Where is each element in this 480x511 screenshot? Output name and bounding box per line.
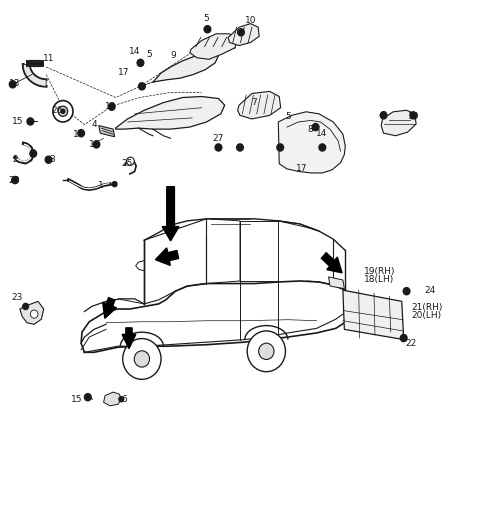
Text: 5: 5 xyxy=(381,111,386,120)
Polygon shape xyxy=(20,301,44,324)
Text: 4: 4 xyxy=(92,120,97,129)
Circle shape xyxy=(119,397,124,402)
Text: 22: 22 xyxy=(405,339,416,347)
Text: 3: 3 xyxy=(29,149,35,158)
Circle shape xyxy=(400,335,407,342)
FancyArrow shape xyxy=(162,187,179,241)
FancyArrow shape xyxy=(103,297,117,318)
Text: 16: 16 xyxy=(89,140,100,149)
Polygon shape xyxy=(278,112,345,173)
Text: 14: 14 xyxy=(129,47,140,56)
Circle shape xyxy=(312,124,319,131)
Text: 24: 24 xyxy=(425,286,436,295)
Polygon shape xyxy=(328,277,344,289)
Circle shape xyxy=(204,26,211,33)
Text: 18(LH): 18(LH) xyxy=(364,275,395,285)
FancyArrow shape xyxy=(322,252,342,273)
Circle shape xyxy=(108,103,115,110)
Text: 10: 10 xyxy=(408,112,419,122)
Circle shape xyxy=(277,144,284,151)
Polygon shape xyxy=(238,91,281,119)
Text: 21(RH): 21(RH) xyxy=(411,303,443,312)
Text: 10: 10 xyxy=(245,15,256,25)
Text: 14: 14 xyxy=(316,129,327,137)
Text: 20(LH): 20(LH) xyxy=(411,311,442,320)
Polygon shape xyxy=(190,34,236,59)
Text: 7: 7 xyxy=(252,98,257,107)
Polygon shape xyxy=(228,24,259,45)
Circle shape xyxy=(410,112,417,119)
FancyArrow shape xyxy=(156,248,179,265)
Circle shape xyxy=(403,288,410,295)
Circle shape xyxy=(123,339,161,379)
Text: 15: 15 xyxy=(12,117,24,126)
Circle shape xyxy=(380,112,387,119)
Text: 5: 5 xyxy=(204,14,209,23)
Text: 25: 25 xyxy=(122,159,133,168)
Circle shape xyxy=(45,156,52,163)
Polygon shape xyxy=(23,64,46,86)
Text: 13: 13 xyxy=(9,79,21,88)
Text: 17: 17 xyxy=(72,130,84,139)
Text: 2: 2 xyxy=(12,155,18,164)
Text: 28: 28 xyxy=(9,176,20,184)
Circle shape xyxy=(215,144,222,151)
Circle shape xyxy=(84,393,91,401)
Text: 17: 17 xyxy=(296,165,307,173)
Text: 3: 3 xyxy=(49,155,55,164)
Circle shape xyxy=(137,59,144,66)
Circle shape xyxy=(30,150,36,157)
Polygon shape xyxy=(381,110,416,136)
Text: 1: 1 xyxy=(98,181,104,190)
Circle shape xyxy=(78,130,84,137)
Circle shape xyxy=(93,141,100,148)
Circle shape xyxy=(61,109,65,113)
Circle shape xyxy=(238,29,244,36)
Circle shape xyxy=(9,81,16,88)
Polygon shape xyxy=(99,126,115,137)
Text: 9: 9 xyxy=(170,51,176,60)
Circle shape xyxy=(53,101,73,122)
Circle shape xyxy=(237,144,243,151)
Circle shape xyxy=(127,157,134,165)
Text: 8: 8 xyxy=(308,125,313,133)
Circle shape xyxy=(30,310,38,318)
Circle shape xyxy=(247,331,286,371)
Text: 5: 5 xyxy=(146,50,152,59)
Circle shape xyxy=(27,118,34,125)
Polygon shape xyxy=(104,392,121,406)
Polygon shape xyxy=(343,290,404,340)
Circle shape xyxy=(112,181,117,187)
Text: 11: 11 xyxy=(43,54,54,63)
Text: 27: 27 xyxy=(213,134,224,143)
Text: 5: 5 xyxy=(285,112,291,122)
FancyArrow shape xyxy=(122,328,136,349)
Text: 17: 17 xyxy=(119,67,130,77)
Circle shape xyxy=(139,83,145,90)
Text: 15: 15 xyxy=(71,394,82,404)
Text: 12: 12 xyxy=(105,102,117,111)
Circle shape xyxy=(259,343,274,359)
Circle shape xyxy=(23,304,28,310)
Circle shape xyxy=(58,106,68,117)
Text: 26: 26 xyxy=(51,106,63,115)
Text: 23: 23 xyxy=(12,293,23,302)
Circle shape xyxy=(319,144,325,151)
Polygon shape xyxy=(153,53,218,82)
Text: 19(RH): 19(RH) xyxy=(364,267,396,276)
Circle shape xyxy=(134,351,150,367)
Polygon shape xyxy=(116,97,225,129)
Text: 6: 6 xyxy=(121,394,127,404)
Circle shape xyxy=(12,176,18,183)
